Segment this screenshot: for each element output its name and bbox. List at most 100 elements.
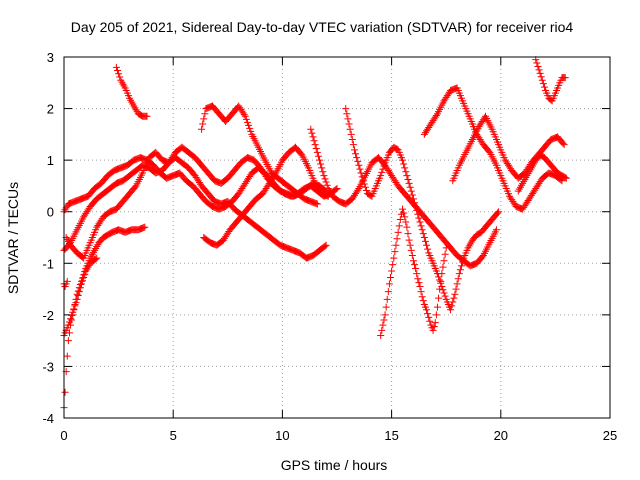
data-point: [419, 230, 427, 238]
data-point: [200, 115, 208, 123]
data-point: [408, 191, 416, 199]
data-point: [413, 270, 421, 278]
data-point: [246, 124, 254, 132]
data-point: [380, 316, 388, 324]
data-point: [71, 302, 79, 310]
data-point: [379, 321, 387, 329]
data-point: [93, 254, 101, 262]
data-point: [353, 154, 361, 162]
data-point: [438, 270, 446, 278]
data-point: [346, 125, 354, 133]
data-point: [354, 157, 362, 165]
data-point: [391, 248, 399, 256]
data-point: [494, 209, 502, 217]
data-point: [406, 183, 414, 191]
data-point: [312, 145, 320, 153]
y-tick-label: -1: [42, 256, 54, 271]
data-point: [355, 161, 363, 169]
data-point: [112, 63, 120, 71]
data-point: [245, 121, 253, 129]
data-point: [401, 213, 409, 221]
data-point: [441, 250, 449, 258]
data-point: [413, 206, 421, 214]
data-point: [394, 228, 402, 236]
data-point: [380, 162, 388, 170]
data-point: [247, 127, 255, 135]
data-point: [540, 83, 548, 91]
data-point: [539, 80, 547, 88]
data-point: [352, 150, 360, 158]
data-point: [356, 165, 364, 173]
data-point: [420, 234, 428, 241]
data-point: [357, 169, 365, 177]
data-point: [92, 255, 100, 263]
data-point: [348, 136, 356, 144]
data-point: [361, 183, 369, 191]
series-track-c: [60, 154, 330, 262]
data-point: [392, 241, 400, 249]
data-point: [415, 279, 423, 287]
data-point: [430, 322, 438, 330]
chart-title: Day 205 of 2021, Sidereal Day-to-day VTE…: [71, 19, 574, 35]
data-point: [242, 115, 250, 123]
data-point: [436, 285, 444, 293]
data-point: [425, 313, 433, 321]
data-point: [143, 112, 151, 120]
data-point: [407, 246, 415, 254]
data-point: [383, 295, 391, 303]
gridlines: [64, 57, 610, 418]
data-point: [435, 273, 443, 281]
data-point: [404, 175, 412, 183]
data-point: [406, 241, 414, 249]
data-point: [388, 267, 396, 275]
data-point: [402, 218, 410, 226]
series-track-a: [112, 63, 151, 120]
data-point: [61, 388, 69, 396]
data-point: [440, 257, 448, 265]
data-point: [418, 293, 426, 301]
series-track-n: [532, 56, 569, 105]
data-point: [424, 245, 432, 253]
data-point: [316, 156, 324, 164]
data-point: [322, 241, 330, 249]
data-point: [310, 137, 318, 145]
data-point: [399, 205, 407, 213]
x-tick-label: 15: [384, 428, 398, 443]
data-point: [344, 115, 352, 123]
data-point: [379, 165, 387, 173]
data-point: [415, 214, 423, 222]
data-point: [198, 125, 206, 133]
data-point: [562, 174, 570, 182]
data-point: [240, 111, 248, 119]
y-tick-label: 0: [47, 205, 54, 220]
data-point: [426, 317, 434, 325]
data-point: [77, 280, 85, 288]
data-points: [60, 56, 570, 412]
data-point: [377, 331, 385, 339]
data-point: [433, 303, 441, 311]
data-point: [417, 222, 425, 230]
data-point: [81, 270, 89, 278]
data-point: [241, 112, 249, 120]
data-point: [492, 226, 500, 234]
data-point: [73, 295, 81, 303]
data-point: [431, 319, 439, 327]
plot-frame: [63, 56, 611, 419]
x-axis-label: GPS time / hours: [281, 457, 388, 473]
data-point: [535, 66, 543, 74]
data-point: [407, 187, 415, 195]
data-point: [65, 318, 73, 326]
y-axis-label: SDTVAR / TECUs: [5, 182, 21, 294]
data-point: [441, 292, 449, 300]
data-point: [320, 172, 328, 180]
data-point: [384, 288, 392, 296]
data-point: [453, 280, 461, 288]
data-point: [416, 218, 424, 226]
data-point: [80, 273, 88, 281]
data-point: [399, 156, 407, 164]
data-point: [424, 310, 432, 318]
data-point: [560, 141, 568, 149]
data-point: [309, 133, 317, 141]
data-point: [79, 277, 87, 285]
data-point: [435, 294, 443, 302]
